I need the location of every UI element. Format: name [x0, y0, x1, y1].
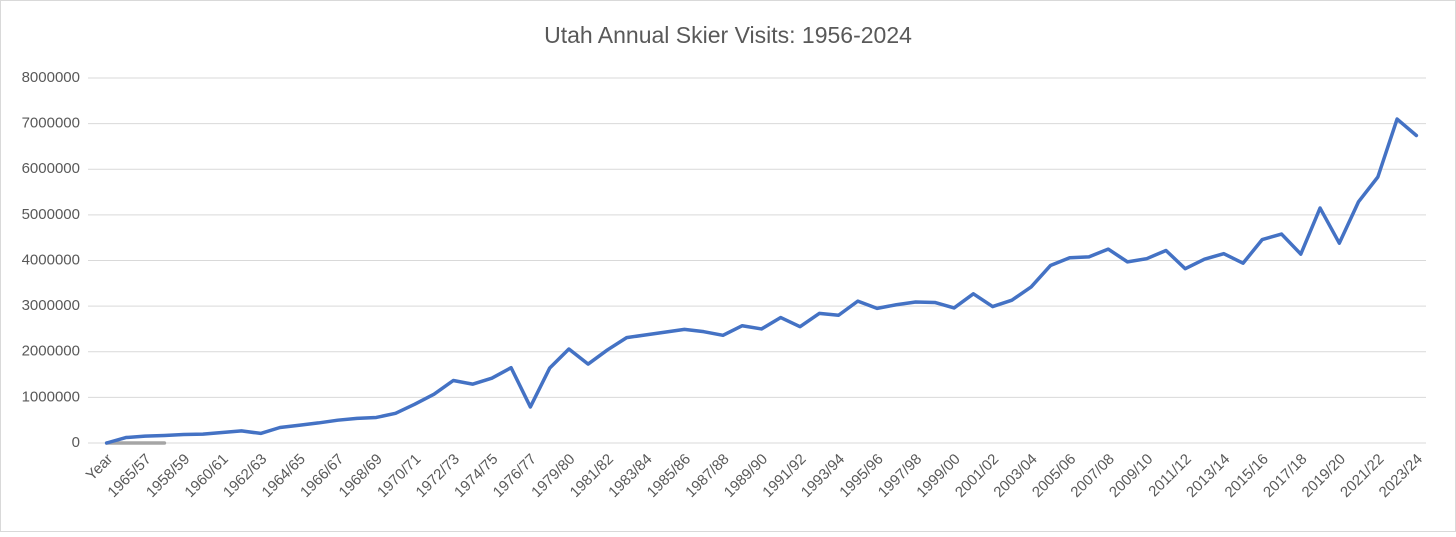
y-tick-label: 1000000 — [22, 388, 80, 405]
line-series — [104, 117, 1419, 445]
chart-title: Utah Annual Skier Visits: 1956-2024 — [544, 22, 912, 48]
y-tick-label: 8000000 — [22, 69, 80, 86]
y-tick-label: 3000000 — [22, 297, 80, 314]
y-tick-label: 4000000 — [22, 251, 80, 268]
y-tick-label: 7000000 — [22, 115, 80, 132]
y-tick-label: 6000000 — [22, 160, 80, 177]
y-tick-label: 2000000 — [22, 343, 80, 360]
y-tick-label: 0 — [72, 434, 80, 451]
y-tick-label: 5000000 — [22, 206, 80, 223]
